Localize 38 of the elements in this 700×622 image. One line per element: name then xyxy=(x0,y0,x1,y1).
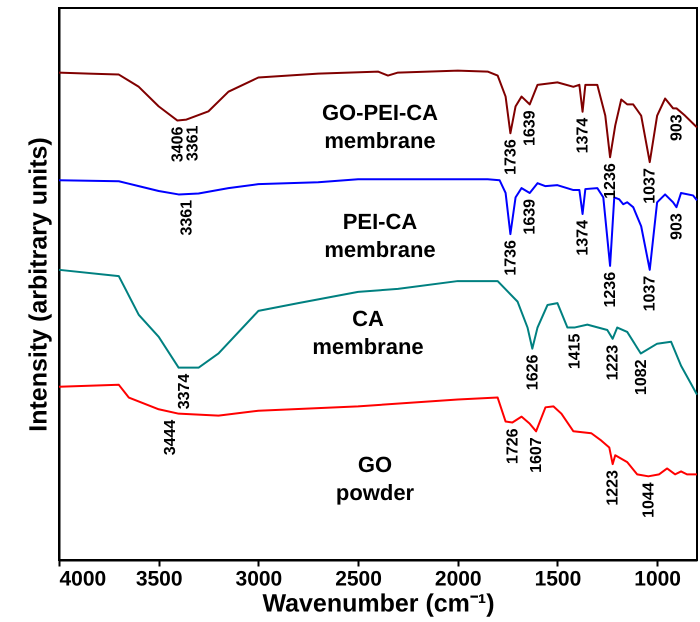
text: GO powder xyxy=(336,452,415,505)
annotation: 1639 xyxy=(522,198,539,235)
annotation: 1044 xyxy=(640,482,658,518)
annotation: 3444 xyxy=(162,420,179,456)
series-label: GO-PEI-CA membrane xyxy=(322,100,438,153)
annotation: 3406 xyxy=(169,126,186,162)
annotation: 1374 xyxy=(574,118,592,154)
annotation: 3361 xyxy=(184,125,202,162)
annotation: 1607 xyxy=(528,437,546,473)
annotation: 1626 xyxy=(524,354,542,390)
y-axis-title: Intensity (arbitrary units) xyxy=(24,137,52,432)
annotation: 1736 xyxy=(502,240,520,276)
annotation: 3374 xyxy=(176,374,193,410)
annotation: 1082 xyxy=(632,359,650,396)
x-tick-label: 4000 xyxy=(60,568,106,590)
annotation: 1037 xyxy=(642,276,659,312)
annotation: 1236 xyxy=(602,163,620,199)
annotation: 1726 xyxy=(504,428,522,464)
annotation: 3361 xyxy=(178,200,196,236)
annotation: 903 xyxy=(668,213,686,240)
annotation: 1037 xyxy=(642,168,659,204)
x-tick-label: 3500 xyxy=(136,568,183,590)
x-axis-title: Wavenumber (cm⁻¹) xyxy=(262,590,495,618)
annotation: 1736 xyxy=(502,139,520,175)
annotation: 1374 xyxy=(574,220,592,256)
annotation: 903 xyxy=(668,114,686,142)
annotation: 1415 xyxy=(566,333,584,370)
annotation: 1236 xyxy=(602,272,620,308)
x-tick-label: 1500 xyxy=(534,568,582,590)
x-tick-label: 3000 xyxy=(236,568,282,590)
annotation: 1223 xyxy=(604,344,622,380)
series-label: PEI-CA membrane xyxy=(324,209,436,262)
x-tick-label: 2500 xyxy=(335,568,382,590)
series-label: CA membrane xyxy=(312,306,424,359)
x-tick-label: 1000 xyxy=(634,568,681,590)
annotation: 1639 xyxy=(522,110,539,146)
x-tick-label: 2000 xyxy=(434,568,482,590)
annotation: 1223 xyxy=(604,470,622,506)
